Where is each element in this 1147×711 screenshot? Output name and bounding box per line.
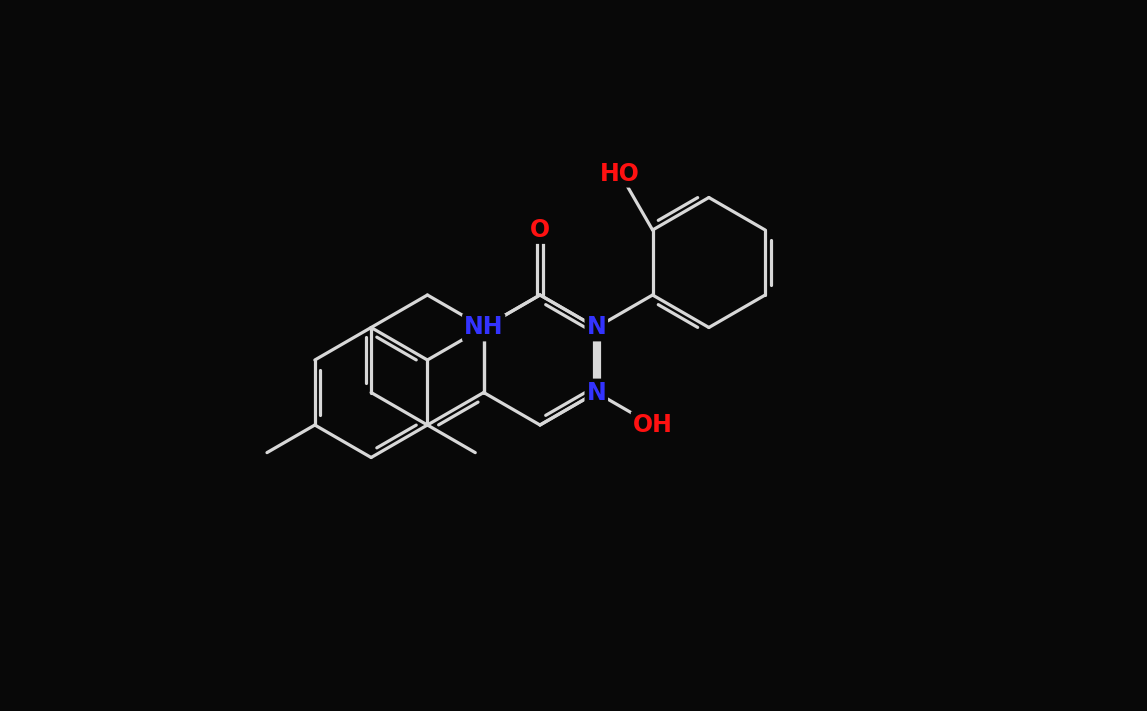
Text: N: N [586,316,606,339]
Text: N: N [586,380,606,405]
Text: OH: OH [633,413,672,437]
Text: HO: HO [600,161,640,186]
Text: O: O [530,218,551,242]
Text: NH: NH [463,316,504,339]
